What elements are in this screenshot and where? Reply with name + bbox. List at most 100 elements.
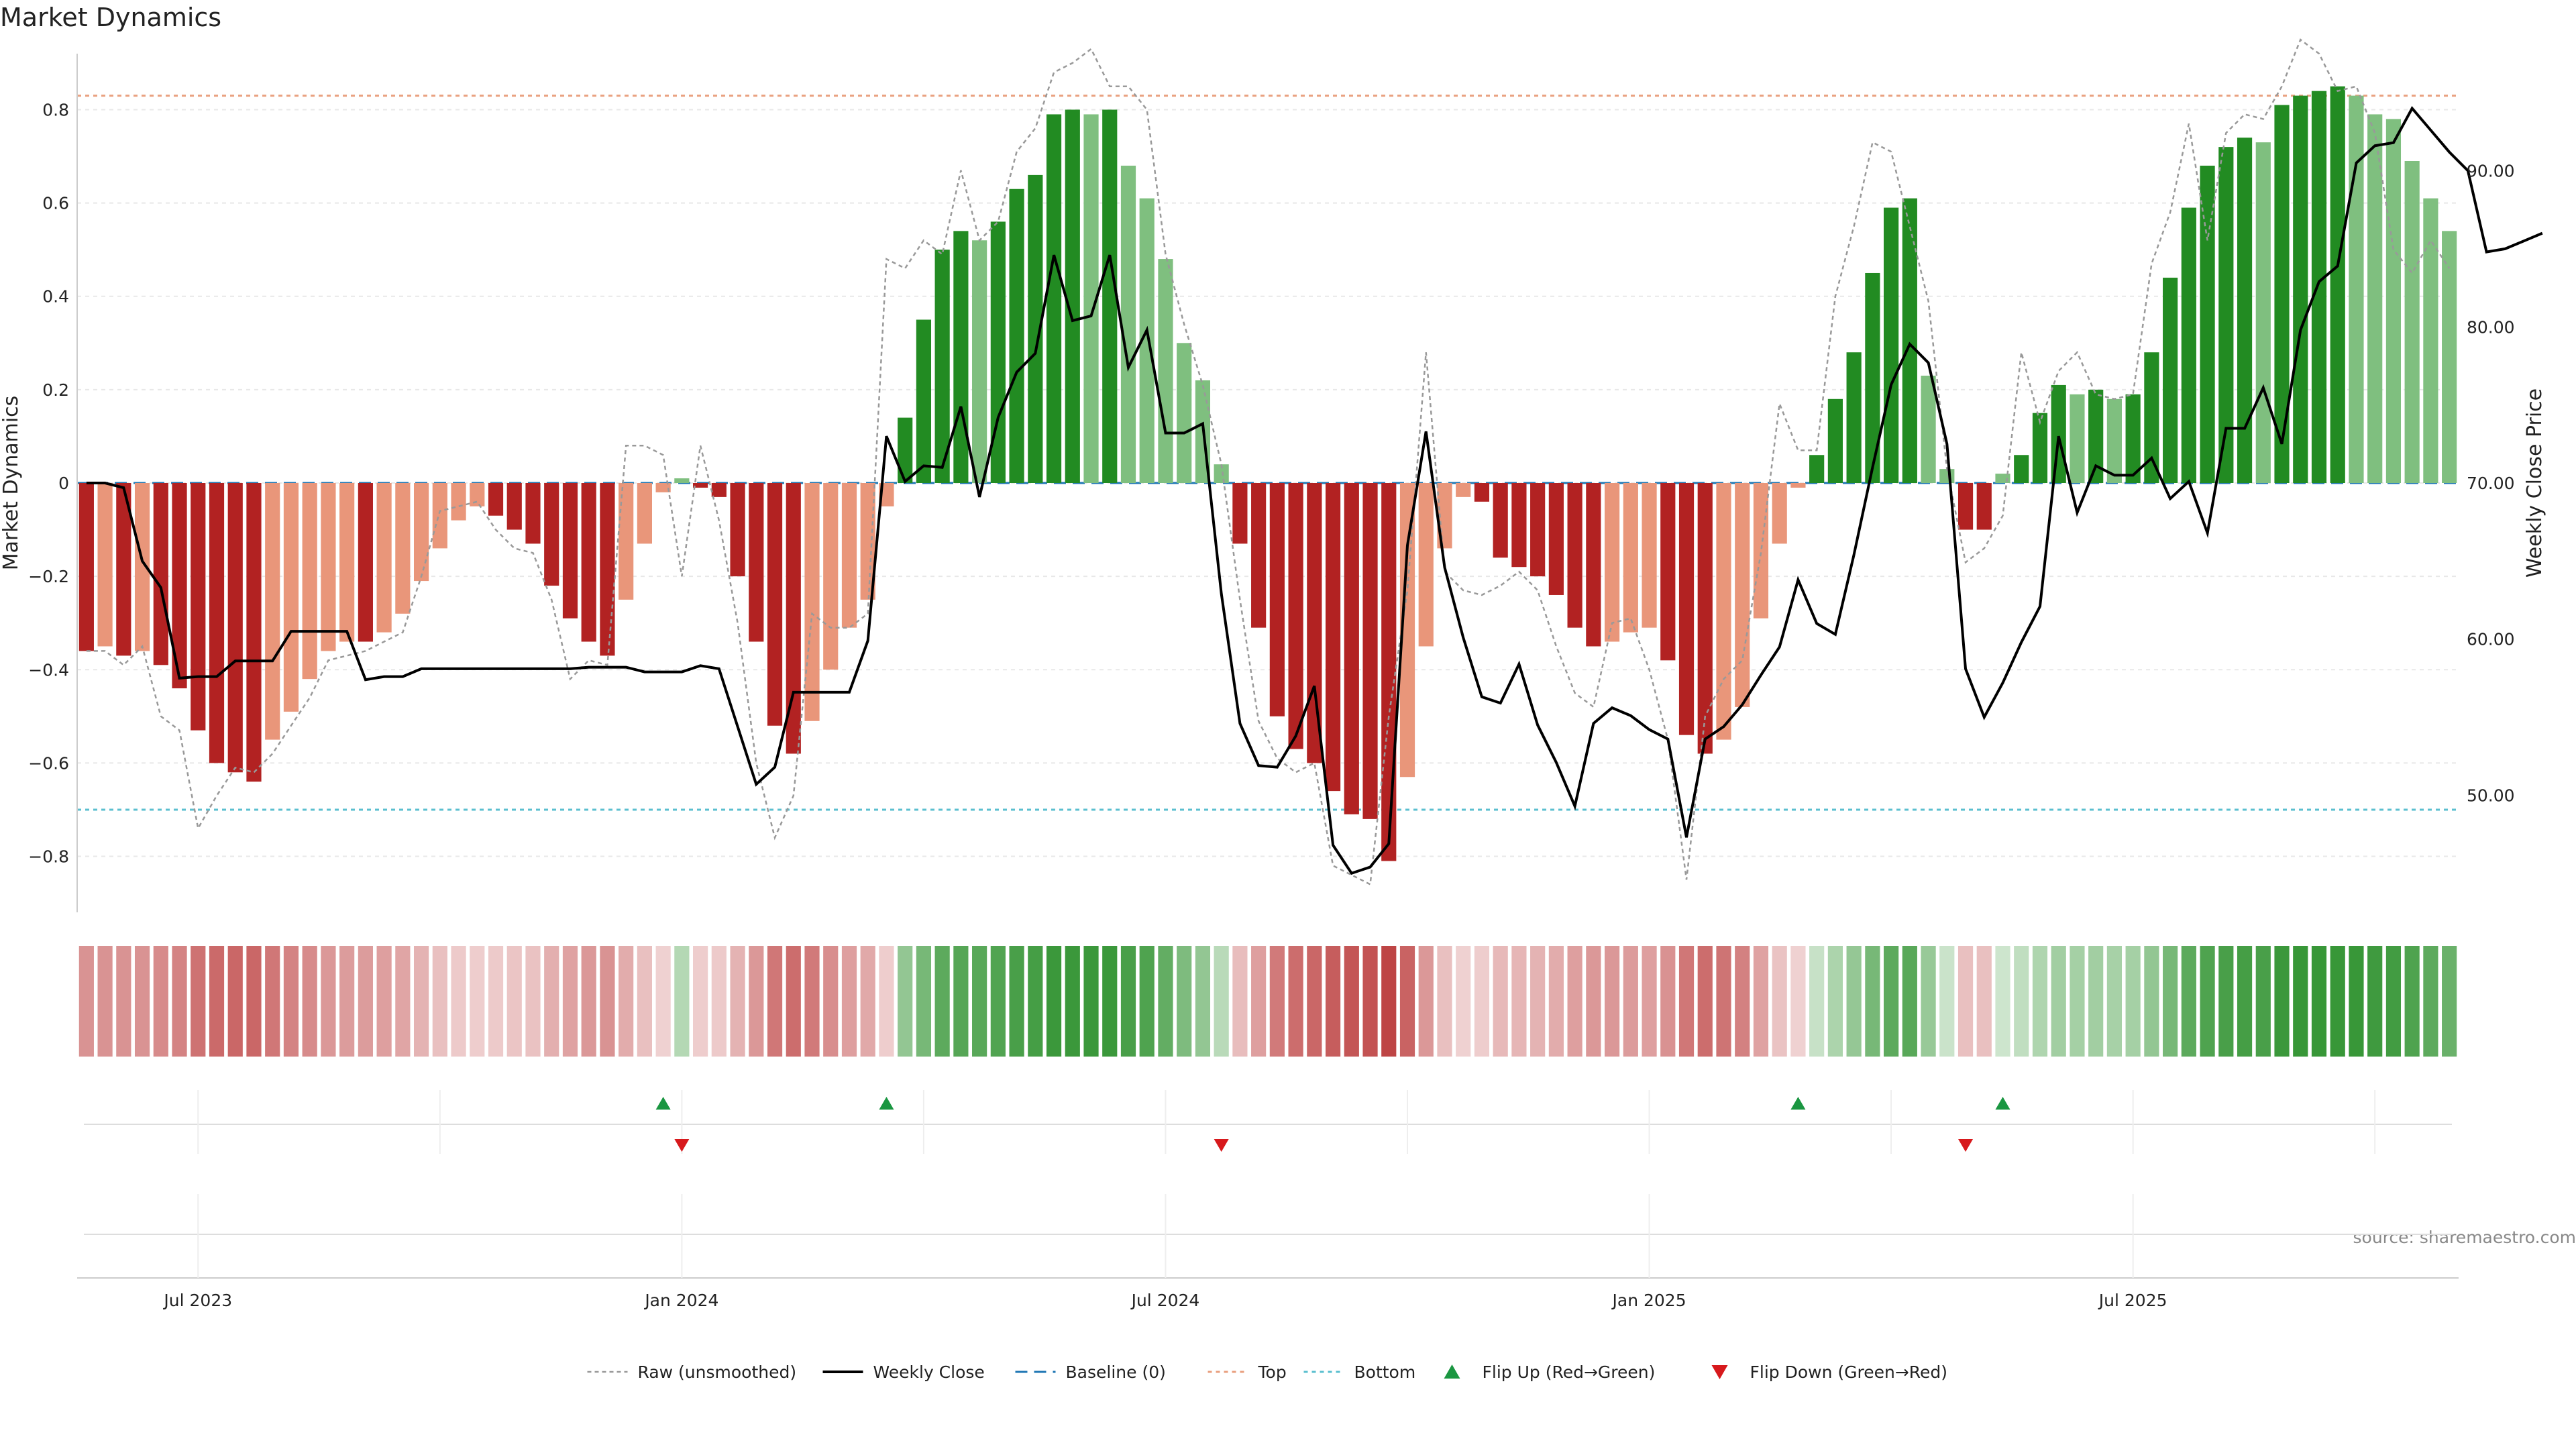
bar <box>2125 394 2141 483</box>
heat-cell <box>2200 946 2215 1057</box>
heat-cell <box>1660 946 1676 1057</box>
heat-cell <box>1511 946 1527 1057</box>
raw-series <box>86 38 2451 886</box>
heat-cell <box>562 946 578 1057</box>
heat-cell <box>525 946 541 1057</box>
bar <box>1511 483 1527 568</box>
heat-cell <box>1418 946 1434 1057</box>
heat-cell <box>1976 946 1992 1057</box>
bar <box>693 483 708 488</box>
y-tick-label: 0.2 <box>42 380 69 400</box>
heat-cell <box>134 946 150 1057</box>
heat-cell <box>637 946 652 1057</box>
heat-cell <box>2125 946 2141 1057</box>
bar <box>321 483 336 651</box>
bar <box>2330 86 2345 483</box>
y2-tick-label: 60.00 <box>2467 630 2515 649</box>
heat-cell <box>2014 946 2029 1057</box>
heat-cell <box>2144 946 2159 1057</box>
heat-cell <box>1177 946 1192 1057</box>
heat-cell <box>655 946 671 1057</box>
heat-cell <box>1214 946 1229 1057</box>
heat-cell <box>2367 946 2383 1057</box>
heat-cell <box>544 946 559 1057</box>
bar <box>898 417 913 483</box>
bar <box>2088 389 2104 483</box>
bar <box>581 483 596 642</box>
heat-cell <box>1995 946 2010 1057</box>
source-credit: source: sharemaestro.com <box>2353 1228 2576 1247</box>
bar <box>2051 384 2066 483</box>
bar <box>2200 165 2215 483</box>
heat-cell <box>1028 946 1043 1057</box>
bar <box>2404 161 2420 483</box>
bar <box>1232 483 1248 544</box>
heat-cell <box>227 946 243 1057</box>
y-axis-label: Market Dynamics <box>0 396 23 571</box>
heat-cell <box>1195 946 1211 1057</box>
heat-cell <box>191 946 206 1057</box>
chart-title: Market Dynamics <box>0 3 222 32</box>
y-tick-label: 0.4 <box>42 287 69 307</box>
bar <box>1884 207 1899 483</box>
bar <box>637 483 652 544</box>
heat-cell <box>2070 946 2085 1057</box>
heat-cell <box>1120 946 1136 1057</box>
bar <box>1697 483 1713 754</box>
bar <box>674 478 690 483</box>
y-tick-label: −0.8 <box>28 847 69 867</box>
bar <box>1790 483 1806 488</box>
bar <box>1995 474 2010 483</box>
bar <box>1548 483 1564 595</box>
heat-cell <box>581 946 596 1057</box>
flip-down-marker <box>1214 1139 1229 1152</box>
bar <box>2163 277 2178 483</box>
heat-cell <box>172 946 187 1057</box>
bar <box>339 483 355 642</box>
heat-cell <box>1232 946 1248 1057</box>
heat-cell <box>488 946 504 1057</box>
heat-cell <box>879 946 894 1057</box>
flip-down-marker <box>1958 1139 1974 1152</box>
bar <box>2255 142 2271 483</box>
legend-label: Flip Down (Green→Red) <box>1750 1362 1948 1382</box>
heat-cell <box>116 946 131 1057</box>
heat-cell <box>153 946 168 1057</box>
bar <box>97 483 113 647</box>
heat-cell <box>2349 946 2364 1057</box>
bar <box>78 483 94 651</box>
y-tick-label: 0.8 <box>42 100 69 119</box>
weekly-close-line <box>86 105 2543 875</box>
heat-cell <box>1697 946 1713 1057</box>
bar <box>1809 455 1825 483</box>
bar <box>1846 352 1862 483</box>
bar <box>451 483 466 521</box>
raw-line <box>86 38 2451 886</box>
bar <box>1083 114 1099 483</box>
bar <box>972 240 987 483</box>
heat-cell <box>749 946 764 1057</box>
heat-cell <box>358 946 373 1057</box>
x-tick-label: Jan 2024 <box>643 1291 718 1310</box>
bar <box>153 483 168 665</box>
heat-cell <box>1884 946 1899 1057</box>
heat-cell <box>1158 946 1173 1057</box>
bar <box>1957 483 1974 530</box>
bar <box>2423 198 2438 483</box>
bar <box>1009 189 1024 483</box>
bar <box>2442 231 2457 483</box>
heat-cell <box>1102 946 1118 1057</box>
bar <box>2293 95 2308 483</box>
bar <box>413 483 429 582</box>
heat-cell <box>283 946 299 1057</box>
y-tick-label: −0.4 <box>28 660 69 680</box>
bar <box>953 231 969 483</box>
bar <box>860 483 875 600</box>
weekly-close-series <box>86 105 2543 875</box>
heat-cell <box>1288 946 1303 1057</box>
bar <box>1827 398 1843 483</box>
heat-cell <box>823 946 839 1057</box>
heat-cell <box>1865 946 1880 1057</box>
bar <box>1660 483 1676 661</box>
bar <box>1288 483 1303 749</box>
